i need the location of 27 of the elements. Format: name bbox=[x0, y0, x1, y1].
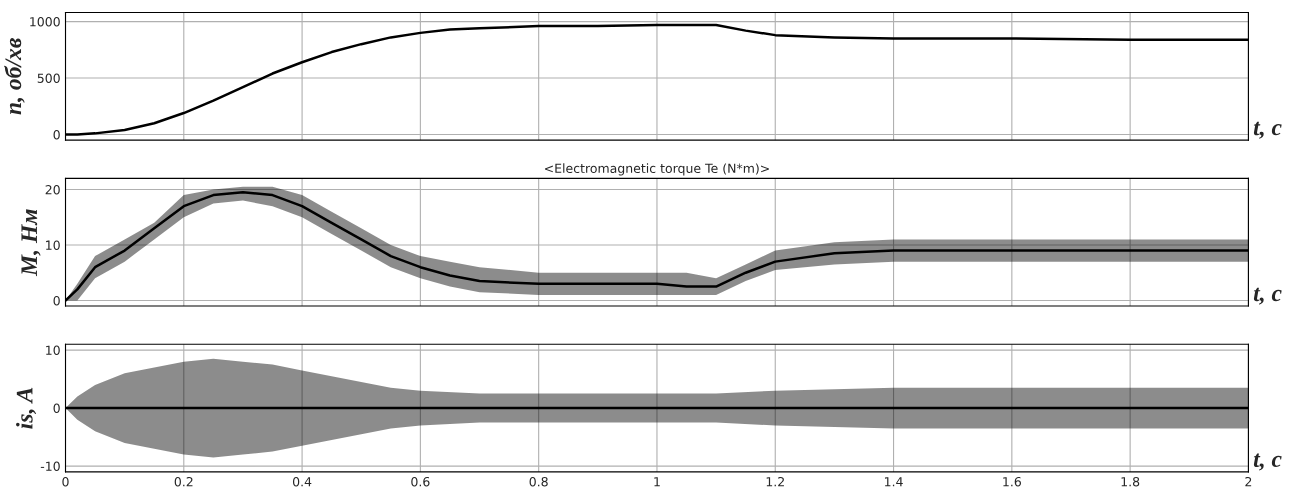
y-axis-title: n, об/хв bbox=[4, 38, 25, 115]
y-tick-label: 0 bbox=[53, 129, 60, 140]
x-tick-label: 2 bbox=[1245, 476, 1252, 487]
x-tick-label: 0.8 bbox=[529, 476, 548, 487]
x-tick-label: 1.8 bbox=[1121, 476, 1140, 487]
y-tick-label: 20 bbox=[45, 184, 60, 195]
x-axis-title: t, c bbox=[1253, 121, 1282, 139]
x-axis-title: t, c bbox=[1253, 287, 1282, 305]
y-axis-title: is, A bbox=[16, 387, 37, 429]
y-tick-label: 10 bbox=[46, 345, 60, 356]
x-tick-label: 0.2 bbox=[174, 476, 193, 487]
x-axis-title: t, c bbox=[1253, 453, 1282, 471]
x-tick-label: 1.4 bbox=[884, 477, 903, 487]
x-tick-label: 1.6 bbox=[1003, 476, 1021, 487]
y-tick-label: -10 bbox=[40, 461, 60, 472]
x-tick-label: 0.4 bbox=[292, 476, 312, 487]
y-tick-label: 0 bbox=[53, 403, 60, 414]
y-tick-label: 0 bbox=[53, 295, 60, 306]
chart-title: <Electromagnetic torque Te (N*m)> bbox=[544, 163, 769, 176]
y-tick-label: 1000 bbox=[30, 17, 60, 27]
y-tick-label: 10 bbox=[46, 240, 60, 250]
x-tick-label: 1 bbox=[654, 477, 660, 487]
y-axis-title: M, Нм bbox=[21, 209, 41, 277]
x-tick-label: 0 bbox=[62, 476, 69, 487]
x-tick-label: 0.6 bbox=[411, 476, 430, 487]
y-tick-label: 500 bbox=[37, 73, 60, 83]
x-tick-label: 1.2 bbox=[766, 476, 784, 487]
